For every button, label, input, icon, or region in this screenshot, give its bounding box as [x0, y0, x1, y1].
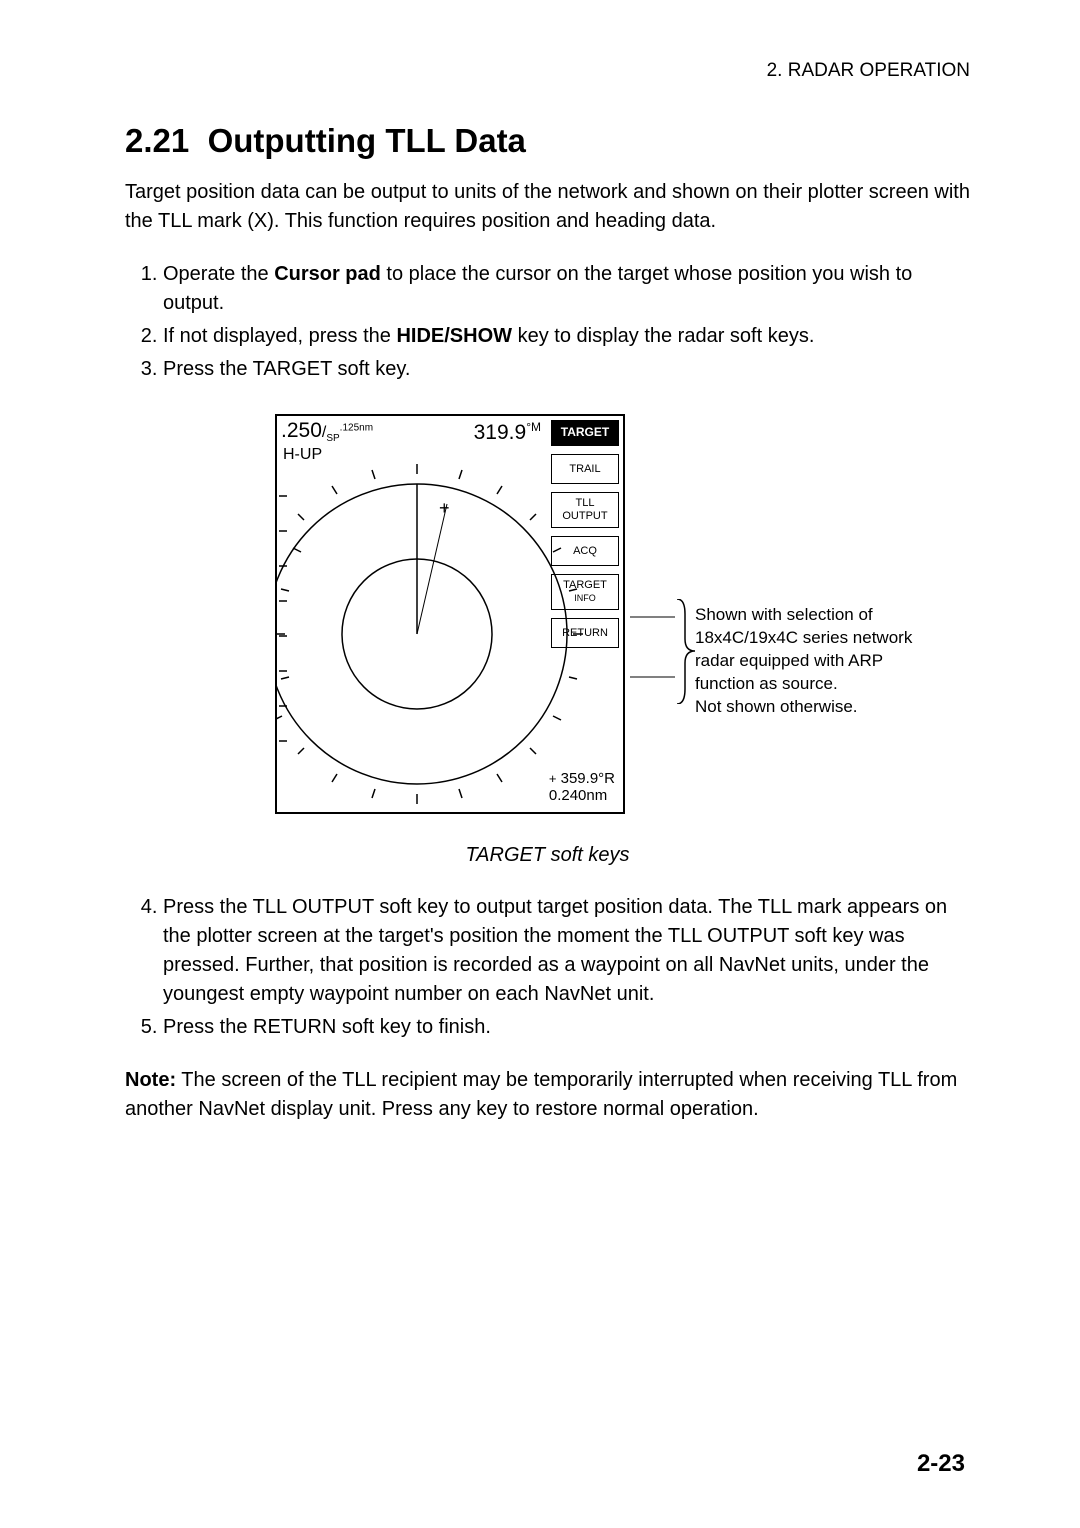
step-1: Operate the Cursor pad to place the curs… [163, 260, 970, 318]
intro-paragraph: Target position data can be output to un… [125, 178, 970, 236]
steps-list-1: Operate the Cursor pad to place the curs… [125, 260, 970, 384]
softkey-acq[interactable]: ACQ [551, 536, 619, 567]
orientation-mode: H-UP [283, 446, 322, 464]
softkey-trail[interactable]: TRAIL [551, 454, 619, 485]
softkey-target-header: TARGET [551, 420, 619, 446]
section-number: 2.21 [125, 122, 189, 159]
cursor-cross-icon: + [439, 498, 450, 519]
note-paragraph: Note: The screen of the TLL recipient ma… [125, 1066, 970, 1124]
step-3: Press the TARGET soft key. [163, 355, 970, 384]
section-title: 2.21 Outputting TLL Data [125, 122, 970, 160]
step-2: If not displayed, press the HIDE/SHOW ke… [163, 322, 970, 351]
softkey-return[interactable]: RETURN [551, 618, 619, 649]
radar-screen-frame: .250/SP.125nm 319.9°M H-UP + TARGET TRAI… [275, 414, 625, 814]
bearing-readout: 319.9°M [474, 420, 541, 445]
cursor-readout: + 359.9°R 0.240nm [549, 771, 615, 804]
step-5: Press the RETURN soft key to finish. [163, 1013, 970, 1042]
steps-list-2: Press the TLL OUTPUT soft key to output … [125, 893, 970, 1042]
annotation-text: Shown with selection of 18x4C/19x4C seri… [695, 604, 935, 719]
softkey-column: TARGET TRAIL TLLOUTPUT ACQ TARGETINFO RE… [551, 420, 619, 648]
section-name: Outputting TLL Data [208, 122, 526, 159]
chapter-header: 2. RADAR OPERATION [125, 60, 970, 82]
figure-caption: TARGET soft keys [125, 844, 970, 867]
range-readout: .250/SP.125nm [281, 420, 373, 445]
connector-lines [630, 599, 680, 709]
page-number: 2-23 [917, 1450, 965, 1478]
radar-diagram: .250/SP.125nm 319.9°M H-UP + TARGET TRAI… [275, 414, 895, 834]
softkey-tll-output[interactable]: TLLOUTPUT [551, 492, 619, 527]
softkey-target-info[interactable]: TARGETINFO [551, 574, 619, 609]
step-4: Press the TLL OUTPUT soft key to output … [163, 893, 970, 1009]
